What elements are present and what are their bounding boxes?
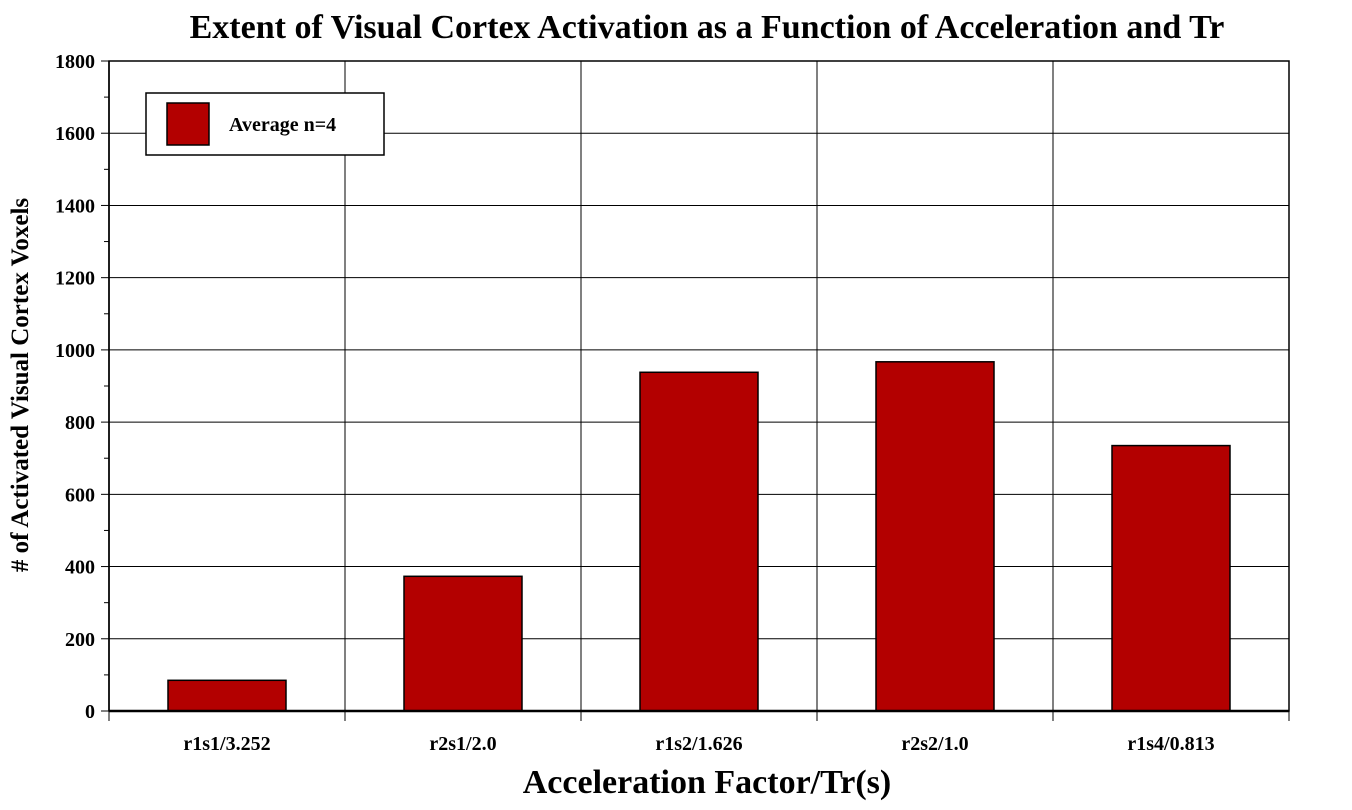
y-tick-label: 1200 bbox=[55, 268, 95, 290]
y-tick-label: 1000 bbox=[55, 340, 95, 362]
y-tick-label: 1400 bbox=[55, 195, 95, 217]
bar bbox=[875, 361, 995, 712]
x-tick-labels: r1s1/3.252 r2s1/2.0 r1s2/1.626 r2s2/1.0 r1s4… bbox=[183, 733, 1214, 755]
legend: Average n=4 bbox=[145, 92, 385, 156]
legend-label: Average n=4 bbox=[229, 114, 336, 136]
x-tick-label: r1s4/0.813 bbox=[1127, 733, 1214, 755]
y-axis-title: # of Activated Visual Cortex Voxels bbox=[7, 198, 34, 573]
x-axis-title: Acceleration Factor/Tr(s) bbox=[523, 764, 891, 801]
y-tick-label: 800 bbox=[65, 412, 95, 434]
bar bbox=[167, 679, 287, 712]
x-tick-label: r2s1/2.0 bbox=[429, 733, 496, 755]
y-tick-label: 1600 bbox=[55, 123, 95, 145]
x-tick-label: r1s2/1.626 bbox=[655, 733, 742, 755]
y-tick-label: 400 bbox=[65, 557, 95, 579]
legend-swatch bbox=[166, 102, 210, 146]
bars bbox=[167, 361, 1231, 712]
chart-title: Extent of Visual Cortex Activation as a … bbox=[190, 9, 1225, 46]
y-tick-label: 1800 bbox=[55, 51, 95, 73]
y-tick-label: 200 bbox=[65, 629, 95, 651]
bar bbox=[1111, 444, 1231, 712]
axes bbox=[101, 60, 1290, 721]
bar bbox=[639, 371, 759, 712]
x-tick-label: r1s1/3.252 bbox=[183, 733, 270, 755]
y-tick-labels: 0 200 400 600 800 1000 1200 1400 1600 1800 bbox=[55, 51, 95, 723]
y-tick-label: 0 bbox=[85, 701, 95, 723]
x-tick-label: r2s2/1.0 bbox=[901, 733, 968, 755]
y-tick-label: 600 bbox=[65, 484, 95, 506]
grid bbox=[109, 61, 1289, 711]
bar bbox=[403, 575, 523, 712]
